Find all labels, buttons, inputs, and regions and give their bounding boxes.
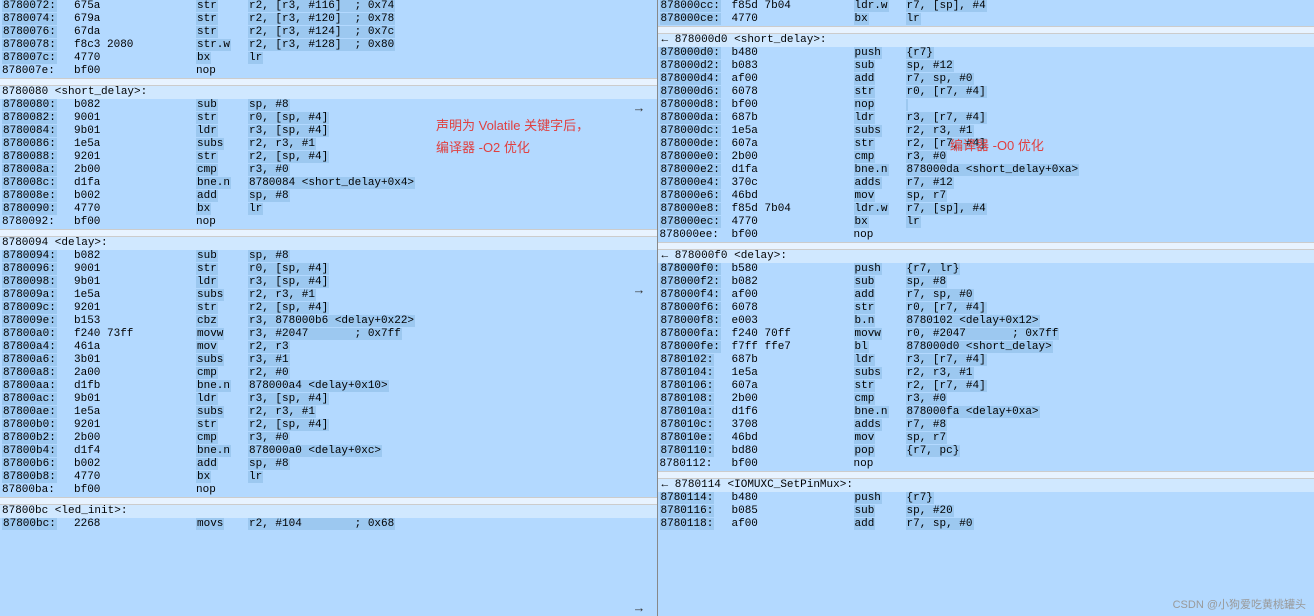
disasm-line[interactable]: 8780110:bd80pop{r7, pc} bbox=[658, 445, 1314, 458]
disasm-line[interactable]: 878000d4:af00addr7, sp, #0 bbox=[658, 73, 1314, 86]
disasm-line[interactable]: 87800ba:bf00nop bbox=[0, 484, 657, 497]
disasm-line[interactable]: 87800ae:1e5asubsr2, r3, #1 bbox=[0, 406, 657, 419]
disasm-line[interactable]: 878010c:3708addsr7, #8 bbox=[658, 419, 1314, 432]
disasm-line[interactable]: 87800ac:9b01ldrr3, [sp, #4] bbox=[0, 393, 657, 406]
disasm-line[interactable]: 87800a0:f240 73ffmovwr3, #2047 ; 0x7ff bbox=[0, 328, 657, 341]
disasm-line[interactable]: 878010a:d1f6bne.n878000fa <delay+0xa> bbox=[658, 406, 1314, 419]
disasm-line[interactable]: 878000f2:b082subsp, #8 bbox=[658, 276, 1314, 289]
annotation-left-line1: 声明为 Volatile 关键字后， bbox=[436, 115, 589, 137]
section-gap bbox=[0, 78, 657, 86]
annotation-right: 编译器 -O0 优化 bbox=[950, 135, 1044, 154]
disasm-line[interactable]: 878000d8:bf00nop bbox=[658, 99, 1314, 112]
disasm-line[interactable]: 878000da:687bldrr3, [r7, #4] bbox=[658, 112, 1314, 125]
disasm-line[interactable]: 8780078:f8c3 2080str.wr2, [r3, #128] ; 0… bbox=[0, 39, 657, 52]
disasm-line[interactable]: 8780106:607astrr2, [r7, #4] bbox=[658, 380, 1314, 393]
disasm-line[interactable]: 878000e8:f85d 7b04ldr.wr7, [sp], #4 bbox=[658, 203, 1314, 216]
disasm-line[interactable]: 878009c:9201strr2, [sp, #4] bbox=[0, 302, 657, 315]
disasm-line[interactable]: 87800b8:4770bxlr bbox=[0, 471, 657, 484]
disasm-line[interactable]: 8780102:687bldrr3, [r7, #4] bbox=[658, 354, 1314, 367]
disasm-line[interactable]: 8780094:b082subsp, #8 bbox=[0, 250, 657, 263]
section-header: ← 878000f0 <delay>: bbox=[658, 250, 1314, 263]
disasm-line[interactable]: 87800aa:d1fbbne.n878000a4 <delay+0x10> bbox=[0, 380, 657, 393]
disasm-line[interactable]: 87800b4:d1f4bne.n878000a0 <delay+0xc> bbox=[0, 445, 657, 458]
annotation-left: 声明为 Volatile 关键字后， 编译器 -O2 优化 bbox=[436, 115, 589, 159]
disasm-line[interactable]: 87800bc:2268movsr2, #104 ; 0x68 bbox=[0, 518, 657, 531]
merge-arrow-icon[interactable]: ← bbox=[662, 34, 675, 46]
disasm-line[interactable]: 8780118:af00addr7, sp, #0 bbox=[658, 518, 1314, 531]
section-gap bbox=[658, 471, 1314, 479]
right-pane[interactable]: 878000cc:f85d 7b04ldr.wr7, [sp], #487800… bbox=[658, 0, 1314, 616]
section-header: ← 8780114 <IOMUXC_SetPinMux>: bbox=[658, 479, 1314, 492]
disasm-line[interactable]: 878000f8:e003b.n8780102 <delay+0x12> bbox=[658, 315, 1314, 328]
disasm-line[interactable]: 878000ee:bf00nop bbox=[658, 229, 1314, 242]
disasm-line[interactable]: 8780076:67dastrr2, [r3, #124] ; 0x7c bbox=[0, 26, 657, 39]
diff-viewer: 8780072:675astrr2, [r3, #116] ; 0x748780… bbox=[0, 0, 1314, 616]
disasm-line[interactable]: 8780108:2b00cmpr3, #0 bbox=[658, 393, 1314, 406]
section-gap bbox=[0, 497, 657, 505]
section-header: 87800bc <led_init>: bbox=[0, 505, 657, 518]
disasm-line[interactable]: 878008e:b002addsp, #8 bbox=[0, 190, 657, 203]
disasm-line[interactable]: 8780104:1e5asubsr2, r3, #1 bbox=[658, 367, 1314, 380]
section-gap bbox=[658, 26, 1314, 34]
sync-arrow: → bbox=[635, 283, 643, 298]
disasm-line[interactable]: 878000fe:f7ff ffe7bl878000d0 <short_dela… bbox=[658, 341, 1314, 354]
disasm-line[interactable]: 8780072:675astrr2, [r3, #116] ; 0x74 bbox=[0, 0, 657, 13]
disasm-line[interactable]: 878009e:b153cbzr3, 878000b6 <delay+0x22> bbox=[0, 315, 657, 328]
left-pane[interactable]: 8780072:675astrr2, [r3, #116] ; 0x748780… bbox=[0, 0, 658, 616]
disasm-line[interactable]: 8780090:4770bxlr bbox=[0, 203, 657, 216]
disasm-line[interactable]: 8780112:bf00nop bbox=[658, 458, 1314, 471]
disasm-line[interactable]: 878008a:2b00cmpr3, #0 bbox=[0, 164, 657, 177]
merge-arrow-icon[interactable]: ← bbox=[662, 479, 675, 491]
disasm-line[interactable]: 8780116:b085subsp, #20 bbox=[658, 505, 1314, 518]
disasm-line[interactable]: 878000fa:f240 70ffmovwr0, #2047 ; 0x7ff bbox=[658, 328, 1314, 341]
disasm-line[interactable]: 878000e4:370caddsr7, #12 bbox=[658, 177, 1314, 190]
disasm-line[interactable]: 878009a:1e5asubsr2, r3, #1 bbox=[0, 289, 657, 302]
disasm-line[interactable]: 878000f4:af00addr7, sp, #0 bbox=[658, 289, 1314, 302]
section-header: 8780094 <delay>: bbox=[0, 237, 657, 250]
disasm-line[interactable]: 87800a8:2a00cmpr2, #0 bbox=[0, 367, 657, 380]
disasm-line[interactable]: 87800a4:461amovr2, r3 bbox=[0, 341, 657, 354]
disasm-line[interactable]: 878007c:4770bxlr bbox=[0, 52, 657, 65]
disasm-line[interactable]: 8780114:b480push{r7} bbox=[658, 492, 1314, 505]
disasm-line[interactable]: 87800b6:b002addsp, #8 bbox=[0, 458, 657, 471]
disasm-line[interactable]: 878007e:bf00nop bbox=[0, 65, 657, 78]
sync-arrow: → bbox=[635, 601, 643, 616]
merge-arrow-icon[interactable]: ← bbox=[662, 250, 675, 262]
disasm-line[interactable]: 878000e6:46bdmovsp, r7 bbox=[658, 190, 1314, 203]
section-gap bbox=[658, 242, 1314, 250]
disasm-line[interactable]: 878000d0:b480push{r7} bbox=[658, 47, 1314, 60]
disasm-line[interactable]: 878000ce:4770bxlr bbox=[658, 13, 1314, 26]
section-header: 8780080 <short_delay>: bbox=[0, 86, 657, 99]
section-header: ← 878000d0 <short_delay>: bbox=[658, 34, 1314, 47]
section-gap bbox=[0, 229, 657, 237]
disasm-line[interactable]: 878000d2:b083subsp, #12 bbox=[658, 60, 1314, 73]
disasm-line[interactable]: 878000ec:4770bxlr bbox=[658, 216, 1314, 229]
disasm-line[interactable]: 87800a6:3b01subsr3, #1 bbox=[0, 354, 657, 367]
disasm-line[interactable]: 87800b0:9201strr2, [sp, #4] bbox=[0, 419, 657, 432]
disasm-line[interactable]: 878000f6:6078strr0, [r7, #4] bbox=[658, 302, 1314, 315]
disasm-line[interactable]: 878010e:46bdmovsp, r7 bbox=[658, 432, 1314, 445]
sync-arrow: → bbox=[635, 101, 643, 116]
disasm-line[interactable]: 87800b2:2b00cmpr3, #0 bbox=[0, 432, 657, 445]
disasm-line[interactable]: 8780096:9001strr0, [sp, #4] bbox=[0, 263, 657, 276]
watermark: CSDN @小狗爱吃黄桃罐头 bbox=[1173, 596, 1306, 612]
disasm-line[interactable]: 878000e2:d1fabne.n878000da <short_delay+… bbox=[658, 164, 1314, 177]
disasm-line[interactable]: 878000d6:6078strr0, [r7, #4] bbox=[658, 86, 1314, 99]
disasm-line[interactable]: 8780092:bf00nop bbox=[0, 216, 657, 229]
annotation-left-line2: 编译器 -O2 优化 bbox=[436, 137, 589, 159]
disasm-line[interactable]: 878000cc:f85d 7b04ldr.wr7, [sp], #4 bbox=[658, 0, 1314, 13]
disasm-line[interactable]: 8780098:9b01ldrr3, [sp, #4] bbox=[0, 276, 657, 289]
disasm-line[interactable]: 878008c:d1fabne.n8780084 <short_delay+0x… bbox=[0, 177, 657, 190]
disasm-line[interactable]: 878000f0:b580push{r7, lr} bbox=[658, 263, 1314, 276]
disasm-line[interactable]: 8780080:b082subsp, #8 bbox=[0, 99, 657, 112]
disasm-line[interactable]: 8780074:679astrr2, [r3, #120] ; 0x78 bbox=[0, 13, 657, 26]
